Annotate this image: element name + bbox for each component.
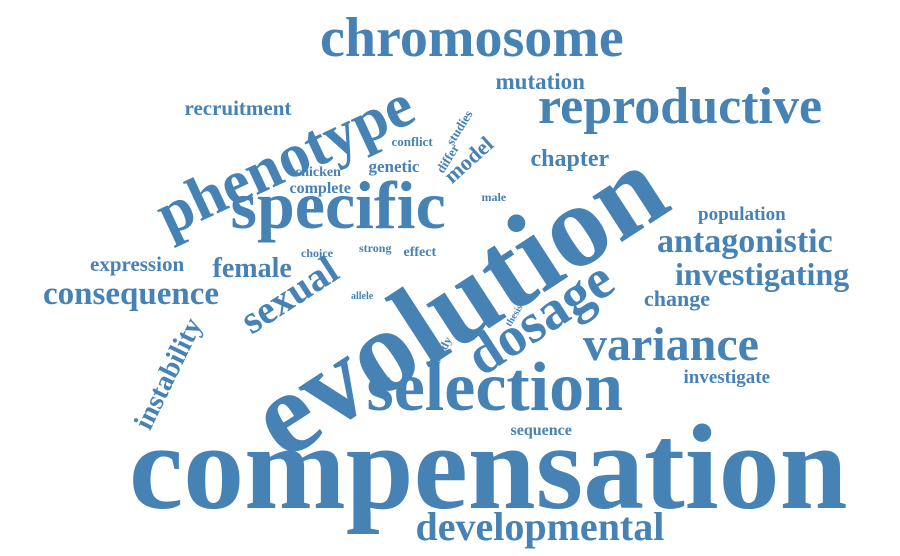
word-selection: selection [366,349,624,426]
word-reproductive: reproductive [538,78,823,135]
word-investigating: investigating [675,256,850,292]
word-genetic: genetic [368,156,420,176]
word-population: population [698,203,786,225]
word-effect: effect [403,245,437,260]
word-chromosome: chromosome [320,7,624,69]
word-variance: variance [583,318,759,371]
word-chicken: chicken [295,165,341,180]
word-consequence: consequence [43,275,219,312]
word-expression: expression [90,251,185,276]
word-investigate: investigate [683,366,771,388]
word-choice: choice [301,246,333,260]
word-change: change [644,286,710,311]
word-conflict: conflict [391,133,433,149]
word-male: male [481,190,507,204]
word-compensation: compensation [129,400,848,535]
word-strong: strong [359,241,392,255]
word-developmental: developmental [415,504,665,549]
word-complete: complete [289,180,351,197]
word-allele: allele [351,291,374,302]
word-specific: specific [230,167,446,243]
word-female: female [212,253,292,284]
word-recruitment: recruitment [184,95,292,120]
word-sequence: sequence [510,422,572,439]
word-antagonistic: antagonistic [657,223,833,260]
word-chapter: chapter [530,146,610,172]
word-mutation: mutation [495,68,585,94]
